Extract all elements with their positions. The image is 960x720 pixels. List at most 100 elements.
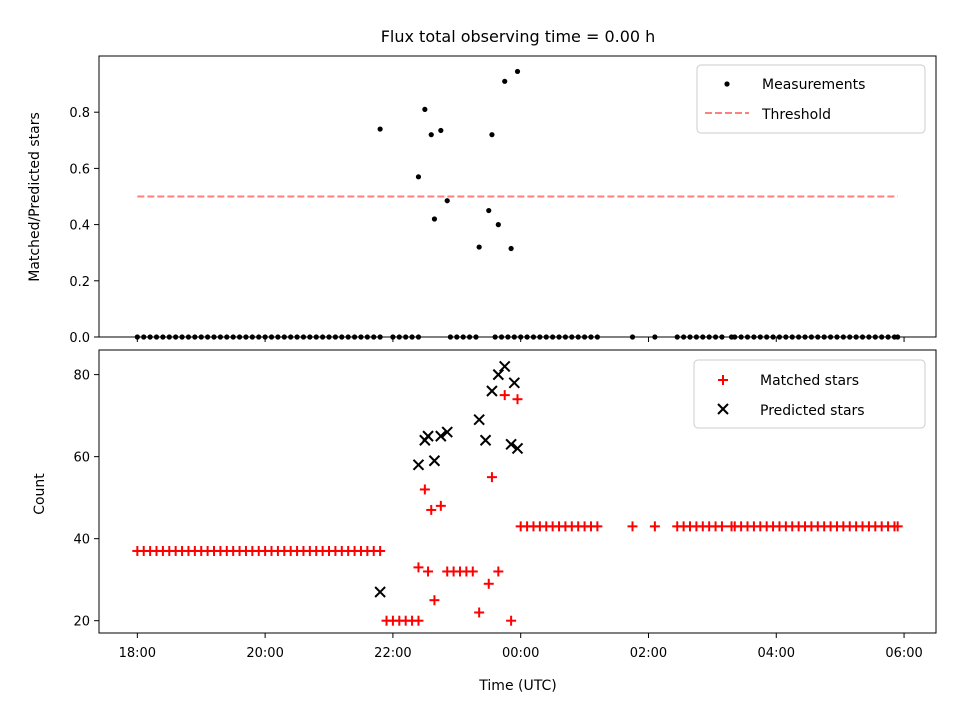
measurement-point [268, 334, 275, 340]
measurement-point [415, 174, 422, 180]
measurement-point [217, 334, 223, 340]
measurement-point [815, 334, 821, 340]
matched-point [493, 566, 504, 577]
measurement-point [147, 334, 153, 340]
measurement-point [192, 334, 198, 340]
measurement-point [511, 334, 517, 340]
measurement-point [706, 334, 712, 340]
measurement-point [447, 334, 454, 340]
matched-point [419, 484, 430, 495]
top-y-axis-label: Matched/Predicted stars [27, 112, 43, 282]
measurement-point [821, 334, 827, 340]
measurement-point [789, 334, 795, 340]
y-tick-label: 0.8 [69, 106, 90, 121]
measurement-point [764, 334, 770, 340]
measurement-point [230, 334, 236, 340]
predicted-point [511, 442, 524, 455]
measurement-point [588, 334, 594, 340]
y-tick-label: 20 [73, 615, 90, 630]
top-x-ticks [136, 337, 905, 342]
measurement-point [326, 334, 332, 340]
measurement-point [489, 132, 495, 138]
measurement-point [575, 334, 581, 340]
predicted-point [486, 385, 498, 397]
measurement-point [674, 334, 680, 340]
bottom-legend-box [693, 359, 926, 429]
measurement-point [396, 334, 402, 340]
measurement-point [505, 334, 511, 340]
measurement-point [687, 334, 693, 340]
measurement-point [827, 334, 834, 340]
matched-point [649, 521, 660, 532]
measurement-point [693, 334, 700, 340]
predicted-point [505, 438, 517, 451]
legend-matched-label: Matched stars [760, 373, 859, 389]
measurement-point [569, 334, 575, 340]
measurement-point [422, 106, 428, 112]
measurement-point [431, 216, 438, 222]
measurement-point [562, 334, 569, 340]
matched-point [499, 390, 510, 401]
matched-point [426, 504, 437, 515]
x-tick-label: 22:00 [374, 646, 411, 661]
top-panel: 0.00.20.40.60.8 Matched/Predicted stars … [27, 55, 937, 346]
bottom-x-ticks: 18:00 20:00 22:00 00:00 02:00 04:00 06:00 [119, 633, 923, 661]
y-tick-label: 40 [73, 533, 90, 548]
x-tick-label: 04:00 [758, 646, 795, 661]
measurement-point [514, 68, 521, 75]
measurement-point [281, 334, 287, 340]
top-y-ticks: 0.0 0.2 0.4 0.6 0.8 [69, 106, 99, 346]
x-axis-label: Time (UTC) [478, 678, 556, 694]
measurement-point [738, 334, 744, 340]
measurement-point [454, 334, 460, 340]
matched-point [486, 472, 497, 483]
matched-point [892, 521, 903, 532]
measurement-point [879, 334, 885, 340]
bottom-legend: Matched stars Predicted stars [693, 359, 926, 429]
measurement-point [498, 334, 505, 340]
x-tick-label: 00:00 [502, 646, 539, 661]
measurement-point [895, 334, 901, 340]
measurement-point [444, 198, 450, 204]
measurement-point [853, 334, 859, 340]
y-tick-label: 0.2 [69, 275, 90, 290]
predicted-point [428, 455, 441, 467]
measurement-point [345, 334, 351, 340]
measurement-point [256, 334, 262, 340]
measurement-point [502, 78, 508, 84]
measurement-point [550, 334, 556, 340]
measurement-point [776, 334, 783, 340]
measurement-point [243, 334, 249, 340]
measurement-point [629, 334, 636, 340]
measurement-point [495, 222, 501, 228]
measurement-point [438, 127, 444, 134]
measurement-point [377, 126, 383, 132]
y-tick-label: 0.0 [69, 331, 90, 346]
legend-measurements-marker [724, 81, 730, 87]
bottom-y-ticks: 20 40 60 80 [73, 369, 99, 630]
y-tick-label: 0.6 [69, 162, 90, 177]
chart-title: Flux total observing time = 0.00 h [381, 27, 656, 46]
measurement-point [249, 334, 255, 340]
matched-point [506, 615, 517, 626]
measurement-point [185, 334, 192, 340]
measurement-point [371, 334, 377, 340]
matched-point [375, 545, 386, 556]
y-tick-label: 80 [73, 369, 90, 384]
measurement-point [732, 334, 738, 340]
predicted-point [435, 430, 447, 442]
measurement-point [409, 334, 415, 340]
measurement-point [160, 334, 166, 340]
measurement-point [700, 334, 706, 340]
measurement-point [307, 334, 313, 340]
top-legend-box [696, 64, 926, 134]
legend-threshold-label: Threshold [761, 107, 831, 123]
measurement-point [460, 334, 466, 340]
measurement-point [530, 334, 537, 340]
measurement-point [358, 334, 364, 340]
matched-point [483, 578, 494, 589]
measurement-point [847, 334, 853, 340]
measurement-point [834, 334, 840, 340]
measurement-point [770, 334, 776, 340]
measurements-series [134, 68, 901, 340]
